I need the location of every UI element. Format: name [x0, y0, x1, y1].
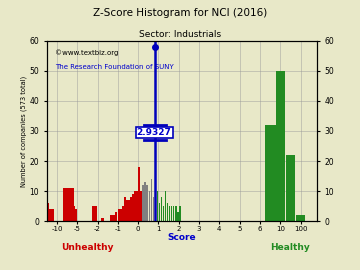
Bar [140, 191, 142, 221]
Text: Sector: Industrials: Sector: Industrials [139, 30, 221, 39]
Bar [163, 206, 165, 221]
Bar [153, 197, 154, 221]
Bar [175, 206, 176, 221]
Text: ©www.textbiz.org: ©www.textbiz.org [55, 50, 118, 56]
Bar [110, 215, 113, 221]
Bar [63, 188, 74, 221]
Bar [132, 194, 134, 221]
Bar [47, 209, 54, 221]
Bar [126, 200, 128, 221]
Bar [154, 200, 156, 221]
Bar [134, 191, 136, 221]
Bar [165, 191, 166, 221]
Bar [276, 71, 285, 221]
Y-axis label: Number of companies (573 total): Number of companies (573 total) [20, 75, 27, 187]
Bar [157, 191, 158, 221]
Bar [115, 212, 117, 221]
Bar [130, 197, 132, 221]
Bar [286, 155, 295, 221]
Bar [120, 209, 122, 221]
Text: 2.9327: 2.9327 [136, 128, 171, 137]
X-axis label: Score: Score [167, 233, 196, 242]
Bar [138, 167, 140, 221]
Text: The Research Foundation of SUNY: The Research Foundation of SUNY [55, 64, 174, 70]
Bar [143, 185, 144, 221]
Bar [159, 203, 160, 221]
Bar [167, 203, 168, 221]
Bar [179, 206, 181, 221]
Bar [69, 206, 75, 221]
Bar [113, 215, 116, 221]
Bar [296, 215, 305, 221]
Bar [144, 182, 146, 221]
Bar [171, 206, 172, 221]
Bar [161, 197, 162, 221]
Bar [122, 206, 124, 221]
Text: Healthy: Healthy [270, 243, 310, 252]
Bar [265, 125, 276, 221]
Bar [40, 203, 49, 221]
Bar [177, 212, 179, 221]
Bar [72, 209, 77, 221]
Bar [118, 209, 120, 221]
Text: Unhealthy: Unhealthy [61, 243, 114, 252]
Bar [173, 206, 175, 221]
Bar [147, 185, 148, 221]
Bar [128, 200, 130, 221]
Bar [136, 191, 138, 221]
Bar [149, 191, 150, 221]
Bar [92, 206, 97, 221]
Bar [101, 218, 104, 221]
Text: Z-Score Histogram for NCI (2016): Z-Score Histogram for NCI (2016) [93, 8, 267, 18]
Bar [150, 179, 152, 221]
Bar [169, 206, 170, 221]
Bar [124, 197, 126, 221]
